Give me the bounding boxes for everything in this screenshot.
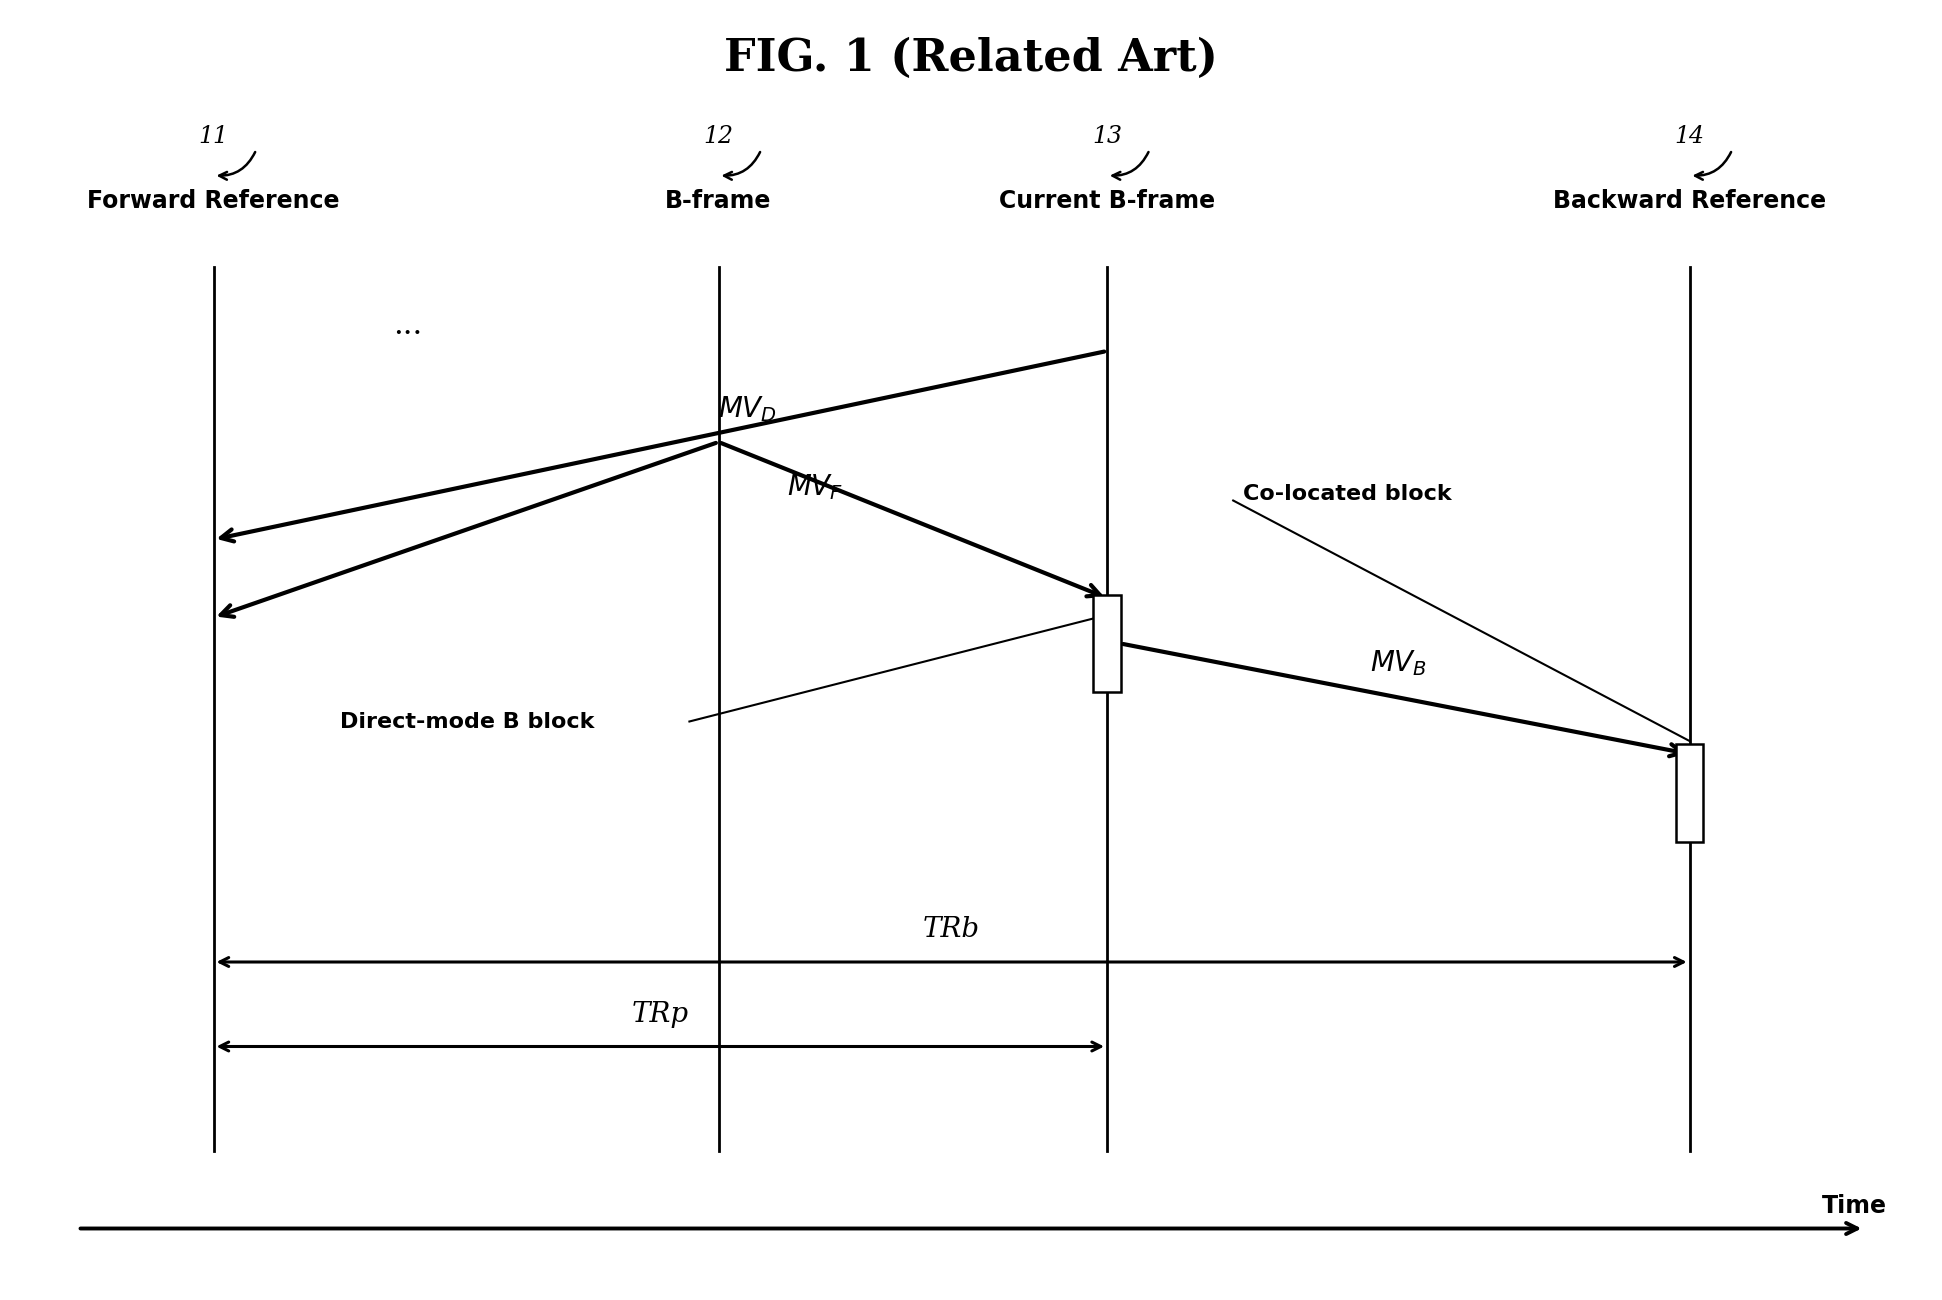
Text: $MV_B$: $MV_B$: [1369, 649, 1427, 677]
Text: 13: 13: [1091, 125, 1122, 148]
Text: Direct-mode B block: Direct-mode B block: [340, 711, 594, 732]
Text: TRp: TRp: [631, 1001, 689, 1027]
Text: Forward Reference: Forward Reference: [87, 190, 340, 213]
Text: Current B-frame: Current B-frame: [998, 190, 1216, 213]
Text: Time: Time: [1822, 1195, 1888, 1218]
Text: B-frame: B-frame: [666, 190, 771, 213]
Bar: [1093, 595, 1121, 692]
Text: $MV_F$: $MV_F$: [787, 473, 845, 502]
Text: TRb: TRb: [922, 916, 981, 942]
Text: ...: ...: [392, 309, 423, 341]
Text: Backward Reference: Backward Reference: [1554, 190, 1825, 213]
Bar: [1676, 744, 1703, 842]
Text: Co-located block: Co-located block: [1243, 484, 1451, 504]
Text: FIG. 1 (Related Art): FIG. 1 (Related Art): [724, 36, 1218, 81]
Text: $MV_D$: $MV_D$: [719, 395, 777, 424]
Text: 11: 11: [198, 125, 229, 148]
Text: 12: 12: [703, 125, 734, 148]
Text: 14: 14: [1674, 125, 1705, 148]
